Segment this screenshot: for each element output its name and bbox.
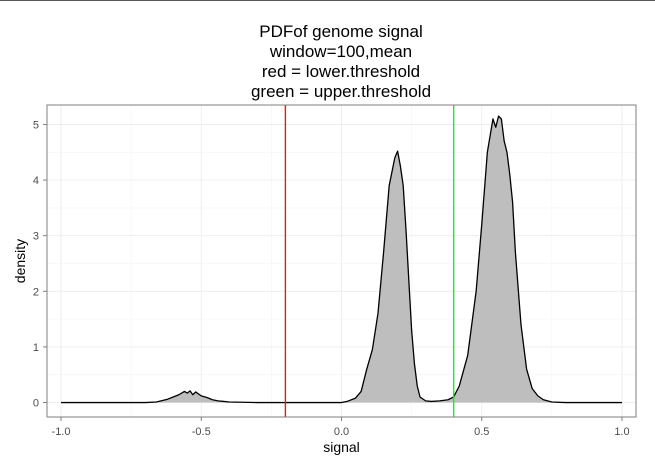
density-line — [61, 115, 622, 404]
x-tick-label: -1.0 — [52, 426, 71, 438]
top-rule — [0, 0, 655, 1]
title-line: green = upper.threshold — [250, 82, 432, 101]
y-axis: 0 1 2 3 4 5 — [33, 119, 47, 410]
title-line: red = lower.threshold — [261, 62, 421, 81]
threshold-lines — [284, 105, 455, 417]
y-tick-label: 4 — [33, 175, 39, 187]
title-line: window=100,mean — [269, 42, 413, 61]
x-axis: -1.0 -0.5 0.0 0.5 1.0 — [52, 417, 630, 438]
y-tick-label: 3 — [33, 231, 39, 243]
y-tick-label: 0 — [33, 398, 39, 410]
x-tick-label: 0.0 — [334, 426, 349, 438]
title-line: PDFof genome signal — [259, 22, 423, 41]
y-axis-title: density — [12, 239, 28, 283]
x-axis-title: signal — [323, 439, 360, 455]
y-tick-label: 1 — [33, 342, 39, 354]
y-tick-label: 5 — [33, 119, 39, 131]
density-area — [61, 116, 622, 403]
x-tick-label: -0.5 — [192, 426, 211, 438]
y-tick-label: 2 — [33, 286, 39, 298]
x-tick-label: 0.5 — [474, 426, 489, 438]
x-tick-label: 1.0 — [614, 426, 629, 438]
chart-title: PDFof genome signal window=100,mean red … — [46, 22, 636, 102]
